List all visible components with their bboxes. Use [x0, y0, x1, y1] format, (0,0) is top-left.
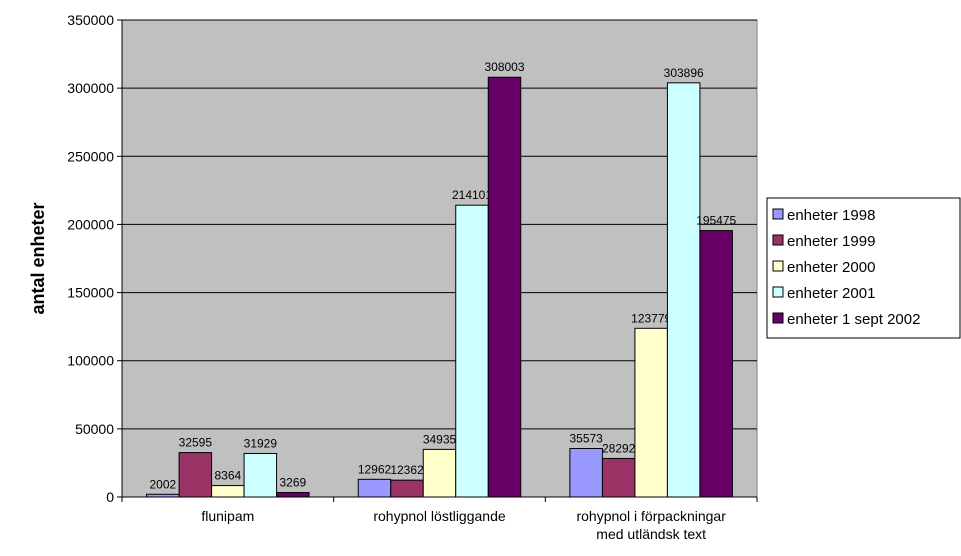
bar — [390, 479, 424, 498]
legend-swatch — [772, 260, 784, 272]
bar — [211, 485, 245, 498]
legend-label: enheter 1 sept 2002 — [787, 311, 920, 328]
data-label: 123779 — [631, 311, 671, 325]
bar — [666, 82, 701, 498]
data-label: 308003 — [484, 60, 524, 74]
x-tick-label: rohypnol i förpackningar — [576, 508, 726, 524]
bar — [487, 76, 522, 498]
y-tick-label: 0 — [106, 489, 114, 505]
y-tick-label: 250000 — [67, 148, 114, 164]
data-label: 3269 — [279, 476, 306, 490]
legend-swatch — [772, 234, 784, 246]
x-tick-label: rohypnol löstliggande — [373, 508, 506, 524]
y-tick-label: 300000 — [67, 80, 114, 96]
data-label: 8364 — [214, 469, 241, 483]
legend-swatch — [772, 312, 784, 324]
data-label: 31929 — [244, 436, 278, 450]
bar — [699, 230, 733, 498]
y-tick-label: 350000 — [67, 12, 114, 28]
legend-box — [766, 197, 961, 339]
data-label: 34935 — [423, 432, 457, 446]
legend-swatch — [772, 208, 784, 220]
data-label: 28292 — [602, 441, 636, 455]
bar — [569, 448, 603, 498]
data-label: 214101 — [452, 188, 492, 202]
legend-label: enheter 1999 — [787, 233, 875, 250]
data-label: 195475 — [696, 214, 736, 228]
bar — [243, 452, 278, 498]
legend-swatch — [772, 286, 784, 298]
y-axis-title: antal enheter — [28, 202, 48, 314]
legend-label: enheter 2001 — [787, 285, 875, 302]
y-tick-label: 50000 — [75, 421, 114, 437]
data-label: 32595 — [179, 436, 213, 450]
x-tick-label: flunipam — [201, 508, 254, 524]
y-tick-label: 150000 — [67, 285, 114, 301]
bar — [422, 448, 457, 498]
legend-label: enheter 1998 — [787, 207, 875, 224]
bar — [601, 457, 636, 498]
data-label: 12362 — [390, 463, 424, 477]
y-tick-label: 100000 — [67, 353, 114, 369]
data-label: 12962 — [358, 462, 392, 476]
data-label: 303896 — [664, 66, 704, 80]
bar — [455, 204, 489, 498]
x-tick-label: med utländsk text — [596, 526, 706, 542]
y-tick-label: 200000 — [67, 216, 114, 232]
bar — [146, 493, 180, 498]
data-label: 2002 — [149, 477, 176, 491]
bar — [276, 492, 310, 498]
legend-label: enheter 2000 — [787, 259, 875, 276]
bar — [634, 327, 668, 498]
data-label: 35573 — [569, 432, 603, 446]
bar — [357, 478, 392, 498]
bar — [178, 452, 213, 498]
